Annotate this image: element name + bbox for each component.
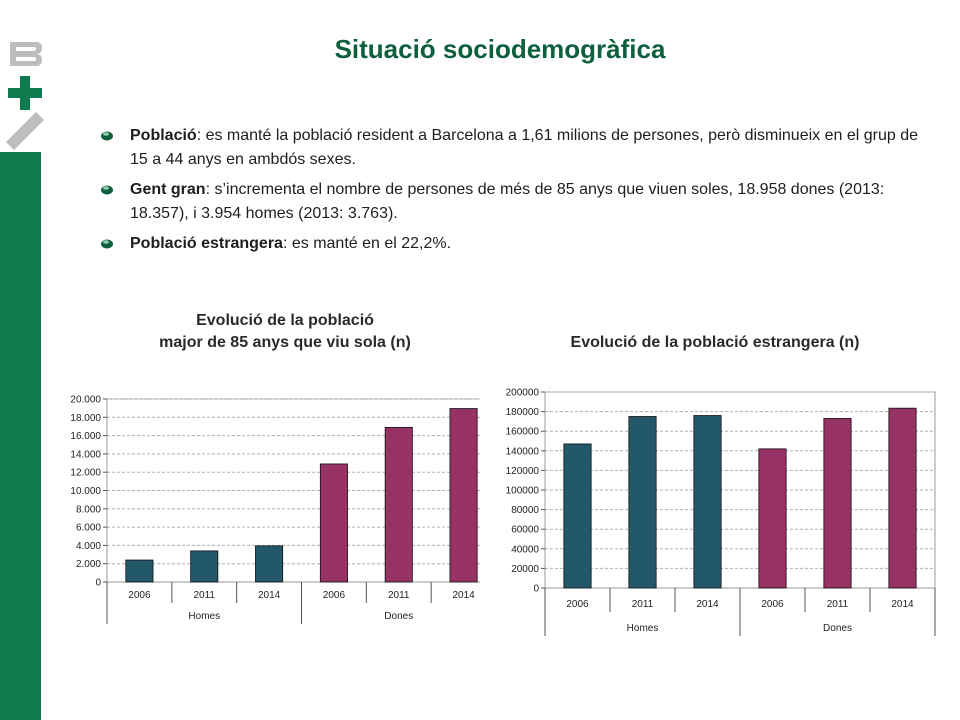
- bullet-icon: [101, 239, 113, 249]
- bar: [449, 408, 478, 583]
- y-tick-label: 6.000: [76, 523, 101, 534]
- chart-title-line: major de 85 anys que viu sola (n): [159, 334, 411, 351]
- bullet-text: : s’incrementa el nombre de persones de …: [130, 181, 885, 222]
- bar: [758, 448, 787, 589]
- x-tick-label: 2014: [696, 599, 719, 610]
- y-tick-label: 4.000: [76, 541, 101, 552]
- page-title: Situació sociodemogràfica: [334, 34, 666, 64]
- y-tick-label: 180000: [506, 407, 540, 418]
- bar: [628, 416, 657, 589]
- chart-title-line: Evolució de la població: [196, 312, 374, 329]
- group-label: Dones: [823, 623, 852, 634]
- bullet-item-gent-gran: Gent gran: s’incrementa el nombre de per…: [100, 178, 920, 226]
- bar: [563, 443, 592, 589]
- bullet-list: Població: es manté la població resident …: [100, 124, 920, 262]
- x-tick-label: 2011: [827, 599, 849, 610]
- x-tick-label: 2006: [128, 590, 151, 601]
- bullet-head: Població: [130, 127, 197, 144]
- bullet-head: Gent gran: [130, 181, 206, 198]
- y-tick-label: 14.000: [70, 449, 101, 460]
- bar: [823, 418, 852, 589]
- x-tick-label: 2014: [891, 599, 914, 610]
- y-tick-label: 2.000: [76, 559, 101, 570]
- y-tick-label: 0: [95, 578, 101, 589]
- bar: [319, 463, 348, 583]
- logo-plus-b-icon: [6, 42, 44, 150]
- x-tick-label: 2006: [566, 599, 589, 610]
- y-tick-label: 60000: [511, 525, 539, 536]
- y-tick-label: 40000: [511, 544, 539, 555]
- y-tick-label: 8.000: [76, 504, 101, 515]
- chart-elderly-alone: 0 2.000 4.000 6.000 8.000 10.000 12.000 14.000 1…: [70, 395, 480, 624]
- group-label: Homes: [188, 611, 220, 622]
- bar: [888, 407, 917, 589]
- x-tick-label: 2014: [452, 590, 475, 601]
- y-tick-label: 12.000: [70, 468, 101, 479]
- bullet-item-poblacio-estrangera: Població estrangera: es manté en el 22,2…: [100, 232, 920, 256]
- y-tick-label: 80000: [511, 505, 539, 516]
- y-tick-label: 100000: [506, 486, 540, 497]
- bar: [384, 426, 413, 583]
- y-tick-label: 18.000: [70, 413, 101, 424]
- x-tick-label: 2006: [323, 590, 346, 601]
- sidebar-band: [0, 152, 41, 720]
- y-tick-label: 160000: [506, 427, 540, 438]
- y-tick-label: 20000: [511, 564, 539, 575]
- bullet-text: : es manté la població resident a Barcel…: [130, 127, 919, 168]
- y-tick-label: 200000: [506, 388, 540, 399]
- bar: [255, 545, 284, 583]
- bullet-icon: [101, 185, 113, 195]
- bullet-head: Població estrangera: [130, 235, 283, 252]
- chart-title-elderly: Evolució de la població major de 85 anys…: [60, 310, 510, 354]
- chart-title-foreign: Evolució de la població estrangera (n): [570, 334, 860, 351]
- y-tick-label: 120000: [506, 466, 540, 477]
- x-tick-label: 2011: [632, 599, 654, 610]
- y-tick-label: 140000: [506, 446, 540, 457]
- chart-foreign-population: 0 20000 40000 60000 80000 100000 120000 140000 1…: [506, 388, 936, 636]
- x-tick-label: 2014: [258, 590, 281, 601]
- bar: [693, 415, 722, 589]
- y-tick-label: 20.000: [70, 395, 101, 406]
- bullet-icon: [101, 131, 113, 141]
- group-label: Dones: [384, 611, 413, 622]
- y-tick-label: 10.000: [70, 486, 101, 497]
- y-tick-label: 16.000: [70, 431, 101, 442]
- bullet-text: : es manté en el 22,2%.: [282, 235, 452, 252]
- y-tick-label: 0: [533, 584, 539, 595]
- bar: [190, 550, 219, 583]
- x-tick-label: 2011: [388, 590, 410, 601]
- bullet-item-poblacio: Població: es manté la població resident …: [100, 124, 920, 172]
- group-label: Homes: [627, 623, 659, 634]
- x-tick-label: 2011: [193, 590, 215, 601]
- bar: [125, 559, 154, 583]
- x-tick-label: 2006: [761, 599, 784, 610]
